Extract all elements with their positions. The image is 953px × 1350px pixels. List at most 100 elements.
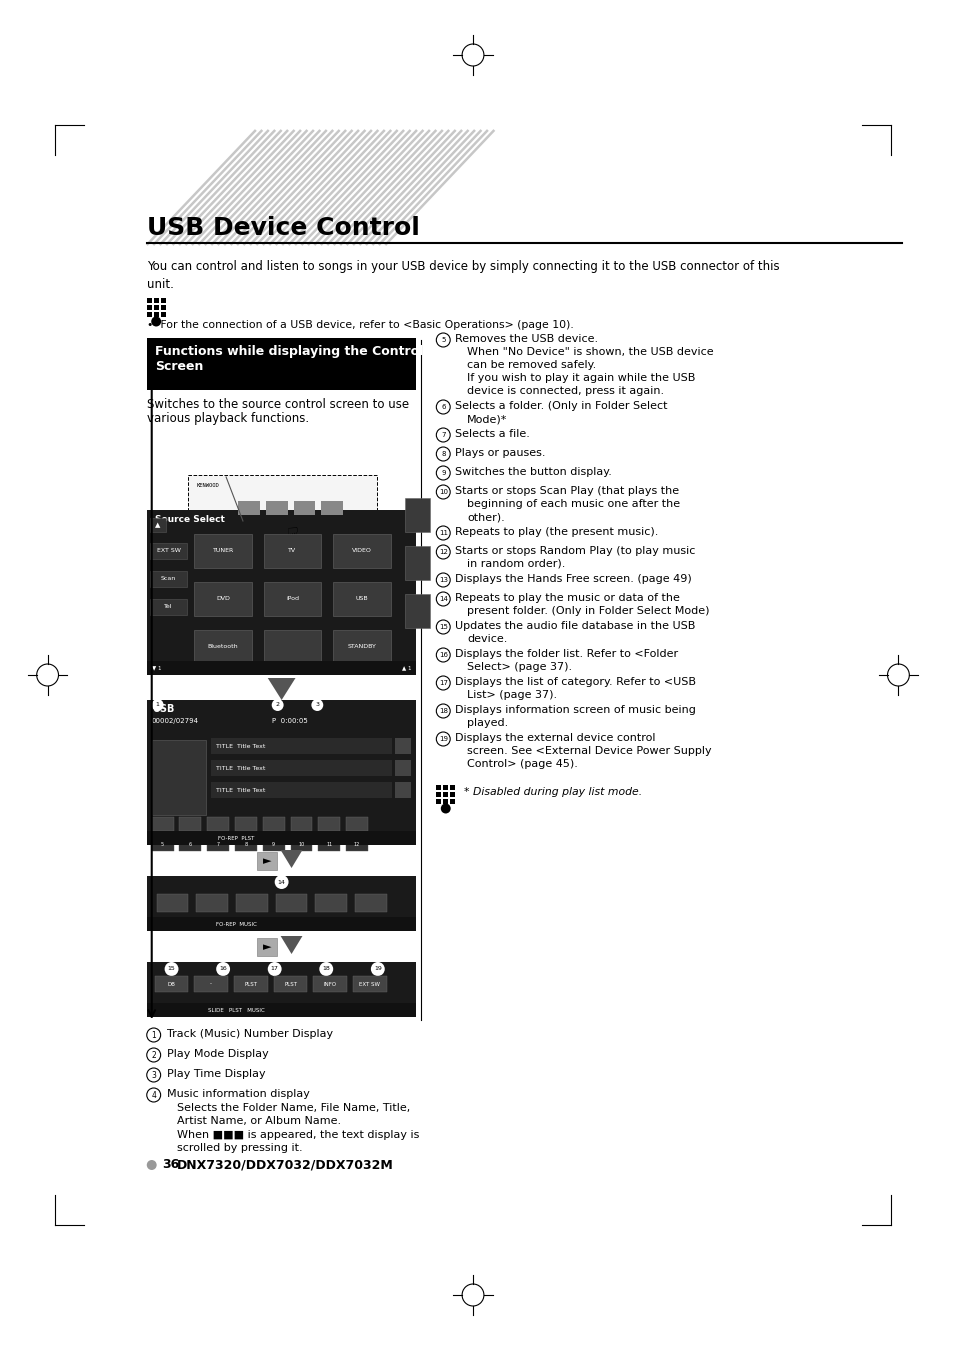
Text: Plays or pauses.: Plays or pauses.: [455, 448, 545, 458]
FancyBboxPatch shape: [274, 976, 307, 992]
Text: TITLE  Title Text: TITLE Title Text: [216, 765, 265, 771]
Text: Music information display: Music information display: [167, 1089, 309, 1099]
Text: DNX7320/DDX7032/DDX7032M: DNX7320/DDX7032/DDX7032M: [176, 1158, 393, 1172]
Bar: [147, 963, 416, 1017]
FancyBboxPatch shape: [346, 837, 368, 850]
Text: screen. See <External Device Power Supply: screen. See <External Device Power Suppl…: [467, 747, 711, 756]
Bar: [147, 1003, 416, 1017]
Text: 17: 17: [271, 967, 278, 972]
Bar: [450, 799, 455, 805]
Bar: [395, 782, 410, 798]
Text: 7: 7: [440, 432, 445, 437]
Circle shape: [216, 963, 230, 976]
Circle shape: [152, 699, 164, 711]
Text: KENWOOD: KENWOOD: [196, 483, 219, 487]
Text: 2: 2: [152, 1050, 156, 1060]
Circle shape: [436, 620, 450, 634]
Bar: [160, 305, 166, 310]
Bar: [153, 312, 158, 317]
Text: 5: 5: [440, 338, 445, 343]
FancyBboxPatch shape: [313, 976, 347, 992]
Bar: [266, 501, 287, 514]
Bar: [436, 784, 441, 790]
Bar: [443, 792, 448, 796]
Text: P  0:00:05: P 0:00:05: [272, 718, 307, 724]
FancyBboxPatch shape: [275, 894, 307, 913]
Bar: [436, 792, 441, 796]
Text: played.: played.: [467, 718, 508, 728]
Text: 14: 14: [277, 879, 285, 884]
FancyBboxPatch shape: [318, 837, 340, 850]
FancyBboxPatch shape: [291, 837, 312, 850]
Circle shape: [436, 526, 450, 540]
FancyBboxPatch shape: [346, 817, 368, 832]
Text: Displays the external device control: Displays the external device control: [455, 733, 655, 743]
Bar: [147, 832, 416, 845]
Bar: [147, 917, 416, 932]
Text: ☟: ☟: [286, 526, 298, 545]
FancyBboxPatch shape: [404, 594, 430, 628]
Text: When ■■■ is appeared, the text display is: When ■■■ is appeared, the text display i…: [176, 1130, 418, 1139]
Bar: [147, 701, 416, 845]
Text: Switches to the source control screen to use: Switches to the source control screen to…: [147, 398, 409, 410]
Text: ▲: ▲: [154, 522, 160, 528]
FancyBboxPatch shape: [353, 976, 386, 992]
Text: 2: 2: [275, 702, 279, 707]
Text: 9: 9: [440, 470, 445, 477]
Text: Selects the Folder Name, File Name, Title,: Selects the Folder Name, File Name, Titl…: [176, 1103, 410, 1112]
Text: Source Select: Source Select: [154, 514, 224, 524]
Text: 8: 8: [440, 451, 445, 458]
Circle shape: [436, 333, 450, 347]
Text: Selects a folder. (Only in Folder Select: Selects a folder. (Only in Folder Select: [455, 401, 667, 410]
Text: 6: 6: [189, 841, 192, 846]
Bar: [443, 799, 448, 805]
Text: 11: 11: [438, 531, 447, 536]
Text: 17: 17: [438, 680, 447, 686]
Text: PLST: PLST: [244, 981, 257, 987]
Text: 00002/02794: 00002/02794: [152, 718, 198, 724]
Circle shape: [436, 572, 450, 587]
Bar: [395, 738, 410, 755]
Polygon shape: [268, 678, 295, 701]
Bar: [395, 760, 410, 776]
Bar: [160, 312, 166, 317]
FancyBboxPatch shape: [355, 894, 386, 913]
Bar: [211, 782, 392, 798]
Bar: [443, 784, 448, 790]
FancyBboxPatch shape: [156, 894, 188, 913]
Bar: [237, 501, 259, 514]
Circle shape: [436, 466, 450, 481]
Text: Artist Name, or Album Name.: Artist Name, or Album Name.: [176, 1116, 340, 1126]
Text: 10: 10: [438, 489, 447, 495]
Text: * Disabled during play list mode.: * Disabled during play list mode.: [463, 787, 641, 796]
FancyBboxPatch shape: [188, 475, 376, 522]
Text: STANDBY: STANDBY: [347, 644, 376, 649]
Text: 11: 11: [326, 841, 332, 846]
Text: USB Device Control: USB Device Control: [147, 216, 419, 240]
Text: 1: 1: [155, 702, 159, 707]
Text: device.: device.: [467, 634, 507, 644]
Text: 36: 36: [162, 1158, 180, 1172]
FancyBboxPatch shape: [333, 630, 391, 664]
Text: Displays the folder list. Refer to <Folder: Displays the folder list. Refer to <Fold…: [455, 649, 678, 659]
FancyBboxPatch shape: [315, 894, 347, 913]
Circle shape: [436, 732, 450, 747]
Text: 16: 16: [438, 652, 447, 657]
Circle shape: [147, 1027, 160, 1042]
Text: ▲ 1: ▲ 1: [401, 666, 411, 671]
Circle shape: [311, 699, 323, 711]
Text: 9: 9: [272, 841, 274, 846]
Text: When "No Device" is shown, the USB device: When "No Device" is shown, the USB devic…: [467, 347, 713, 356]
Bar: [450, 792, 455, 796]
Text: 7: 7: [216, 841, 219, 846]
FancyBboxPatch shape: [318, 817, 340, 832]
Circle shape: [436, 447, 450, 460]
FancyBboxPatch shape: [404, 498, 430, 532]
Circle shape: [436, 428, 450, 441]
Bar: [211, 760, 392, 776]
Circle shape: [436, 485, 450, 500]
Circle shape: [147, 1088, 160, 1102]
Text: EXT SW: EXT SW: [156, 548, 180, 554]
FancyBboxPatch shape: [234, 837, 256, 850]
Bar: [436, 799, 441, 805]
